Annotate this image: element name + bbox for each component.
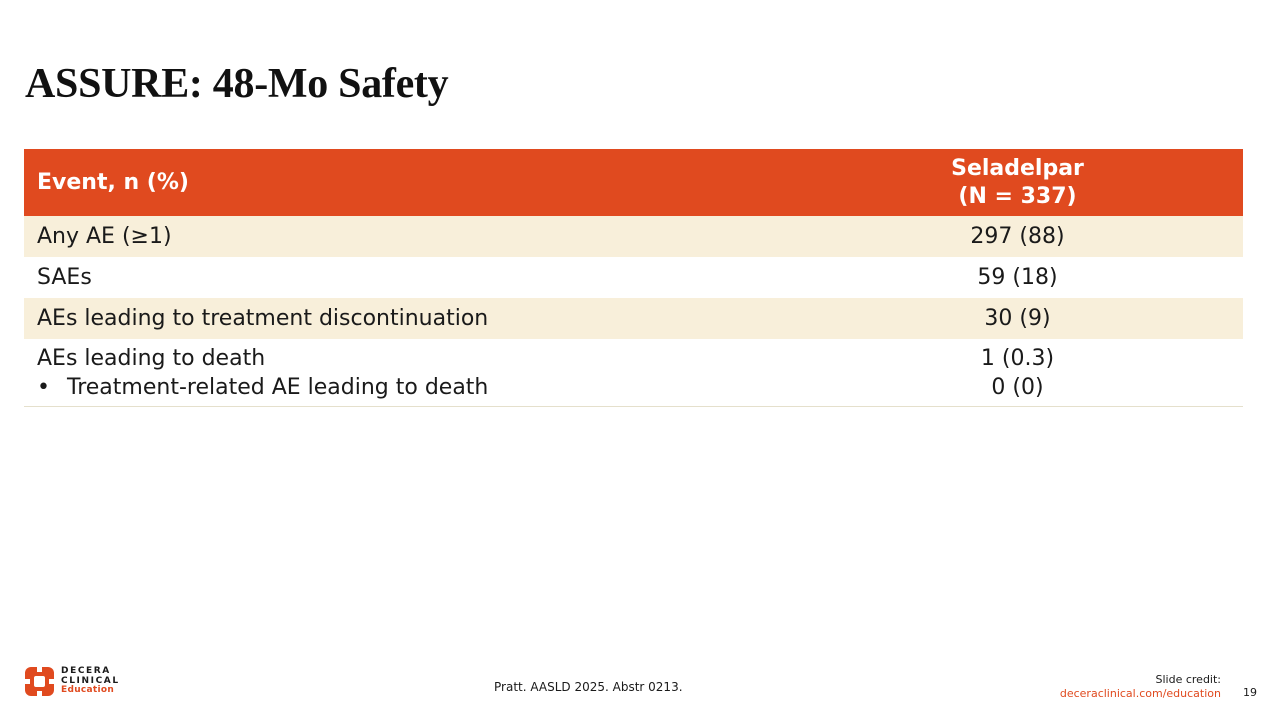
decera-logo-icon [25, 667, 54, 696]
slide-credit: Slide credit: deceraclinical.com/educati… [1060, 673, 1221, 701]
header-seladelpar-n: (N = 337) [958, 183, 1077, 209]
row-event: AEs leading to treatment discontinuation [24, 298, 792, 339]
table-row: Any AE (≥1) 297 (88) [24, 216, 1243, 257]
row-event: SAEs [37, 265, 92, 290]
table-header-row: Event, n (%) Seladelpar (N = 337) [24, 149, 1243, 216]
header-event: Event, n (%) [24, 149, 792, 216]
table-row: AEs leading to death • Treatment-related … [24, 339, 1243, 407]
row-event: AEs leading to death • Treatment-related … [24, 339, 792, 407]
logo-wordmark: DECERA CLINICAL Education [61, 666, 120, 696]
safety-table: Event, n (%) Seladelpar (N = 337) Any AE… [24, 149, 1243, 407]
bullet: • [37, 374, 50, 400]
header-seladelpar-name: Seladelpar [951, 155, 1084, 181]
logo-line-3: Education [61, 685, 115, 695]
row-value: 59 (18) [977, 265, 1058, 290]
row-event-main: AEs leading to death [37, 345, 266, 371]
row-value-sub: 0 (0) [991, 374, 1044, 400]
credit-url-link[interactable]: deceraclinical.com/education [1059, 687, 1221, 700]
row-event-sub-text: Treatment-related AE leading to death [67, 374, 489, 400]
row-event-sub: • Treatment-related AE leading to death [37, 373, 792, 402]
slide-title: ASSURE: 48-Mo Safety [25, 61, 449, 107]
row-value-main: 1 (0.3) [980, 345, 1055, 371]
row-value: 30 (9) [792, 298, 1243, 339]
table-row: SAEs 59 (18) [24, 257, 1243, 298]
page-number: 19 [1243, 686, 1257, 699]
table-row: AEs leading to treatment discontinuation… [24, 298, 1243, 339]
citation: Pratt. AASLD 2025. Abstr 0213. [494, 680, 683, 694]
header-seladelpar: Seladelpar (N = 337) [792, 149, 1243, 216]
row-value: 1 (0.3) 0 (0) [792, 339, 1243, 407]
row-value: 297 (88) [792, 216, 1243, 257]
credit-label: Slide credit: [1155, 673, 1222, 686]
logo-line-1: DECERA [61, 666, 111, 676]
logo-line-2: CLINICAL [61, 675, 120, 686]
row-event: Any AE (≥1) [24, 216, 792, 257]
